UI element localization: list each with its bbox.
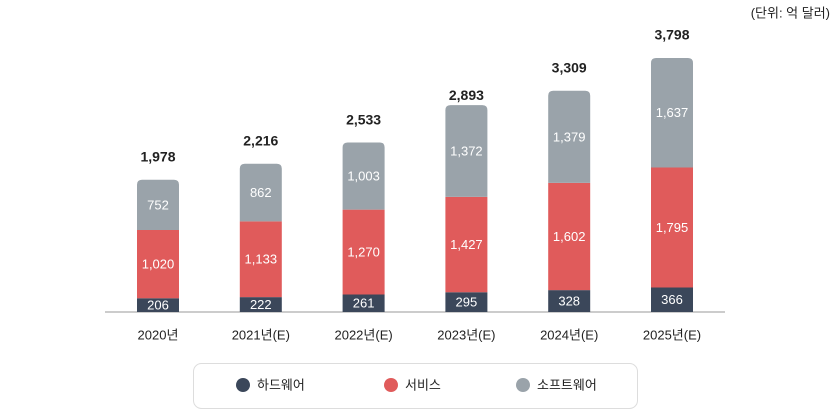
segment-label: 1,270	[347, 245, 380, 260]
segment-label: 1,795	[656, 220, 689, 235]
x-tick-label: 2025년(E)	[643, 327, 701, 342]
x-tick-label: 2020년	[138, 327, 179, 342]
segment-label: 1,372	[450, 143, 483, 158]
segment-label: 328	[558, 293, 580, 308]
x-tick-label: 2024년(E)	[540, 327, 598, 342]
segment-label: 366	[661, 292, 683, 307]
unit-label: (단위: 억 달러)	[751, 5, 830, 20]
total-label: 2,893	[449, 87, 484, 103]
bar-segment	[445, 196, 488, 293]
segment-label: 1,637	[656, 105, 689, 120]
bar-segment	[239, 221, 282, 298]
legend-swatch	[516, 378, 530, 392]
segment-label: 1,379	[553, 129, 586, 144]
x-tick-label: 2023년(E)	[437, 327, 495, 342]
segment-label: 222	[250, 297, 272, 312]
segment-label: 1,602	[553, 229, 586, 244]
bar-segment	[342, 142, 385, 210]
total-label: 3,798	[654, 27, 689, 43]
bar-segment	[651, 167, 693, 288]
segment-label: 1,020	[142, 257, 175, 272]
segment-label: 1,427	[450, 237, 483, 252]
bar-segment	[137, 179, 179, 231]
legend-label: 하드웨어	[257, 377, 305, 392]
total-label: 1,978	[140, 148, 175, 164]
segment-label: 1,003	[347, 169, 380, 184]
bar-segment	[239, 163, 282, 222]
segment-label: 752	[147, 197, 169, 212]
bar-segment	[137, 230, 179, 299]
legend-swatch	[236, 378, 250, 392]
segment-label: 295	[456, 295, 478, 310]
bar-segment	[548, 182, 591, 291]
segment-label: 206	[147, 298, 169, 313]
bar-segment	[548, 290, 591, 312]
total-label: 3,309	[552, 59, 587, 75]
bar-segment	[445, 105, 488, 197]
legend-swatch	[384, 378, 398, 392]
bar-segment	[548, 90, 591, 183]
bar-segment	[137, 298, 179, 312]
bar-segment	[651, 58, 693, 168]
x-tick-label: 2021년(E)	[232, 327, 290, 342]
segment-label: 1,133	[245, 252, 278, 267]
x-tick-label: 2022년(E)	[334, 327, 392, 342]
bar-segment	[651, 287, 693, 312]
bar-segment	[342, 294, 385, 312]
bar-segment	[342, 209, 385, 295]
segment-label: 261	[353, 296, 375, 311]
legend-label: 서비스	[405, 377, 441, 392]
total-label: 2,216	[243, 133, 278, 149]
bar-segment	[239, 297, 282, 312]
legend-box	[193, 363, 638, 409]
bar-segment	[445, 292, 488, 312]
segment-label: 862	[250, 185, 272, 200]
legend-label: 소프트웨어	[537, 377, 597, 392]
total-label: 2,533	[346, 111, 381, 127]
